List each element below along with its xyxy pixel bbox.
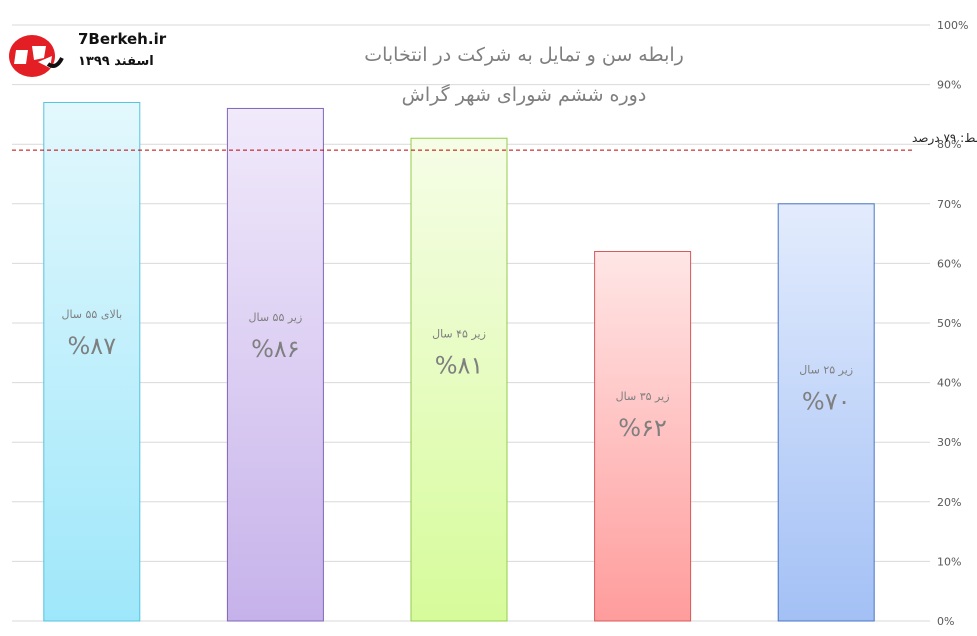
category-label: بالای ۵۵ سال [61,308,122,321]
brand-site: 7Berkeh.ir [78,30,167,48]
y-tick-label: 60% [937,257,961,270]
y-tick-label: 100% [937,19,968,32]
y-tick-label: 80% [937,138,961,151]
value-label: %۸۱ [435,351,484,379]
y-tick-label: 30% [937,436,961,449]
average-label: متوسط: ۷۹ درصد [912,131,977,146]
value-label: %۸۷ [68,332,117,360]
y-tick-label: 10% [937,555,961,568]
value-label: %۶۲ [618,414,667,442]
value-label: %۸۶ [251,335,300,363]
y-tick-label: 50% [937,317,961,330]
category-label: زیر ۵۵ سال [248,311,302,324]
bar [226,107,324,622]
y-tick-label: 40% [937,377,961,390]
bar [410,137,508,622]
chart-title-line-1: رابطه سن و تمایل به شرکت در انتخابات [364,44,684,66]
y-tick-label: 70% [937,198,961,211]
y-axis-ticks: 0% 10% 20% 30% 40% 50% 60% 70% 80% 90% 100% [937,19,968,628]
value-label: %۷۰ [802,388,851,416]
bar [43,101,141,622]
brand-logo: 7Berkeh.ir اسفند ۱۳۹۹ [8,30,166,82]
category-label: زیر ۲۵ سال [799,364,853,377]
bar [594,250,692,622]
category-label: زیر ۳۵ سال [616,390,670,403]
bars: بالای ۵۵ سال %۸۷ زیر ۵۵ سال %۸۶ زیر ۴۵ سال %۸… [43,101,875,622]
brand-date: اسفند ۱۳۹۹ [78,54,154,69]
category-label: زیر ۴۵ سال [432,327,486,340]
y-tick-label: 20% [937,496,961,509]
y-tick-label: 90% [937,79,961,92]
y-tick-label: 0% [937,615,954,628]
berkeh-logo-icon [9,35,64,77]
chart-title-line-2: دوره ششم شورای شهر گراش [402,83,647,106]
bar [777,203,875,622]
